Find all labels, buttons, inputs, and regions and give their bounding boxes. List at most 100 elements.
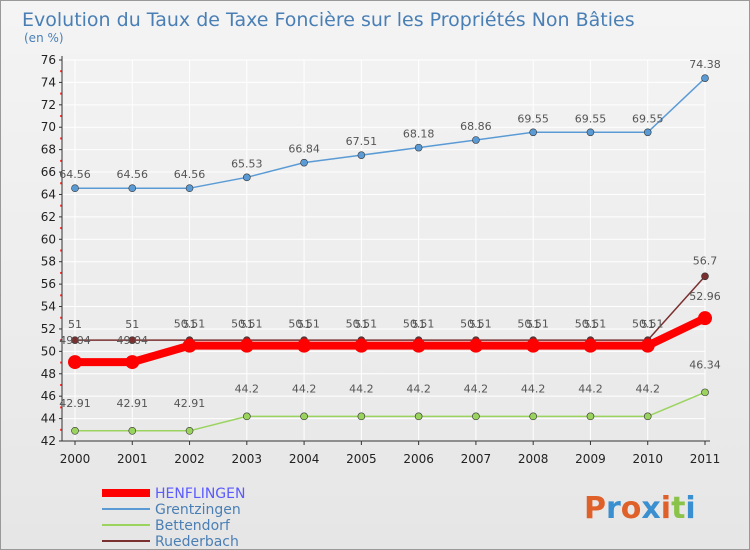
y-minor-tick: [60, 137, 62, 140]
data-label: 44.2: [464, 382, 489, 395]
data-label: 50.51: [231, 318, 263, 331]
data-label: 50.51: [346, 318, 378, 331]
legend-item-bettendorf: Bettendorf: [102, 518, 231, 534]
y-tick-label: 48: [41, 367, 56, 381]
data-label: 64.56: [59, 168, 91, 181]
y-tick-label: 56: [41, 277, 56, 291]
y-tick-label: 68: [41, 143, 56, 157]
data-label: 42.91: [174, 397, 206, 410]
data-label: 51: [526, 318, 540, 331]
y-minor-tick: [60, 70, 62, 73]
axes: 42 44 46 48 50 52 54 56 58 60 62 64 66 68 70 72 74 76 2000…: [41, 53, 721, 466]
y-tick-label: 70: [41, 120, 56, 134]
y-tick-label: 50: [41, 344, 56, 358]
data-label: 56.7: [693, 254, 718, 267]
legend: HENFLINGENGrentzingenBettendorfRuederbac…: [102, 486, 245, 550]
y-tick-label: 76: [41, 53, 56, 67]
series-bettendorf: 42.91 42.91 42.91 44.2 44.2 44.2 44.2 44.2 44.2 4…: [59, 358, 721, 435]
x-tick-label: 2001: [117, 452, 148, 466]
data-point: [529, 412, 537, 421]
data-label: 69.55: [575, 112, 607, 125]
data-point: [643, 412, 652, 421]
y-tick-label: 44: [41, 412, 56, 426]
data-point: [526, 338, 541, 353]
data-point: [701, 388, 709, 397]
data-label: 44.2: [406, 382, 431, 395]
data-label: 67.51: [346, 135, 378, 148]
y-tick-label: 72: [41, 98, 56, 112]
logo-letter: i: [685, 491, 695, 526]
data-point: [300, 158, 308, 167]
y-minor-tick: [60, 339, 62, 342]
chart-subtitle: (en %): [24, 31, 64, 45]
grid: [62, 59, 706, 442]
data-point: [357, 151, 366, 159]
y-minor-tick: [60, 227, 62, 230]
data-label: 44.2: [521, 382, 546, 395]
data-label: 50.51: [174, 318, 206, 331]
data-label: 44.2: [635, 382, 660, 395]
data-label: 51: [183, 318, 197, 331]
data-point: [239, 338, 254, 353]
x-tick-label: 2006: [403, 452, 434, 466]
x-tick-label: 2009: [575, 452, 606, 466]
y-minor-tick: [60, 182, 62, 185]
data-point: [71, 184, 79, 192]
data-label: 51: [583, 318, 597, 331]
series-henflingen: 49.04 49.04 50.51 50.51 50.51 50.51 50.51 50.51…: [59, 290, 721, 370]
y-tick-label: 74: [41, 75, 56, 89]
data-point: [468, 338, 483, 353]
y-tick-label: 60: [41, 232, 56, 246]
proxiti-logo: Proxiti: [584, 491, 696, 526]
data-point: [128, 184, 137, 192]
logo-letter: x: [641, 491, 660, 526]
y-minor-tick: [60, 428, 62, 431]
data-point: [243, 412, 251, 421]
data-label: 44.2: [292, 382, 317, 395]
data-point: [586, 412, 595, 421]
data-label: 69.55: [632, 112, 664, 125]
data-label: 51: [412, 318, 426, 331]
data-point: [243, 173, 251, 182]
y-tick-label: 54: [41, 300, 56, 314]
x-tick-label: 2011: [690, 452, 721, 466]
data-point: [583, 338, 598, 353]
data-label: 51: [240, 318, 254, 331]
data-label: 51: [125, 318, 139, 331]
data-point: [414, 143, 423, 152]
data-point: [300, 412, 308, 421]
logo-letter: o: [621, 491, 642, 526]
y-minor-tick: [60, 115, 62, 118]
data-label: 42.91: [59, 397, 91, 410]
legend-label: Grentzingen: [155, 502, 241, 518]
data-point: [68, 355, 82, 370]
x-tick-label: 2008: [518, 452, 549, 466]
data-point: [71, 427, 79, 435]
y-tick-label: 64: [41, 187, 56, 201]
data-point: [414, 412, 423, 421]
x-tick-label: 2003: [232, 452, 263, 466]
data-point: [125, 355, 140, 370]
data-point: [357, 412, 366, 421]
data-point: [640, 338, 655, 353]
logo-letter: r: [606, 491, 621, 526]
y-minor-tick: [60, 406, 62, 409]
data-label: 51: [641, 318, 655, 331]
series-line: [75, 314, 707, 367]
data-label: 50.51: [460, 318, 492, 331]
y-minor-tick: [60, 271, 62, 274]
y-minor-tick: [60, 249, 62, 252]
y-tick-label: 42: [41, 434, 56, 448]
data-label: 51: [354, 318, 368, 331]
legend-item-grentzingen: Grentzingen: [102, 502, 241, 518]
data-label: 50.51: [517, 318, 549, 331]
data-label: 49.04: [59, 334, 91, 347]
data-label: 42.91: [117, 397, 149, 410]
y-minor-tick: [60, 159, 62, 162]
data-label: 65.53: [231, 157, 263, 170]
data-point: [698, 311, 712, 326]
data-label: 69.55: [517, 112, 549, 125]
y-minor-tick: [60, 294, 62, 297]
y-minor-tick: [60, 316, 62, 319]
x-tick-label: 2004: [289, 452, 320, 466]
